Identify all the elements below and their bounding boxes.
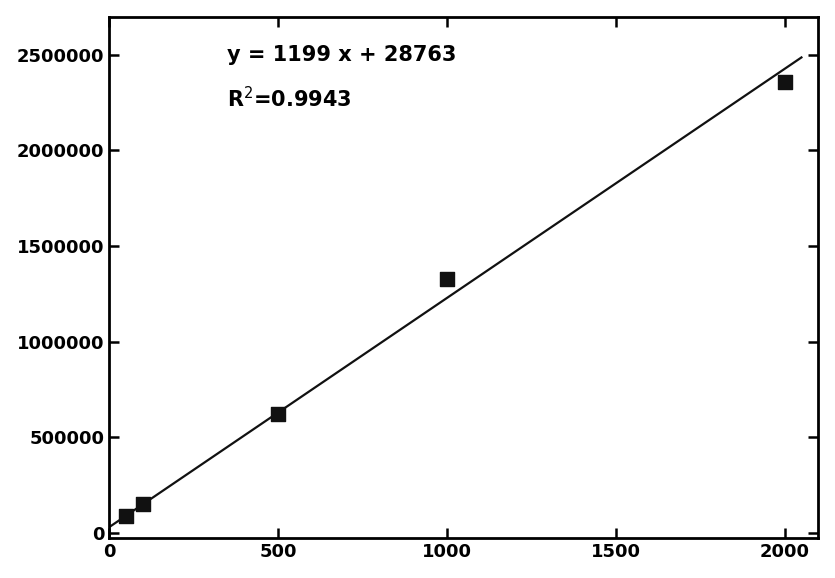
Point xyxy=(440,274,453,283)
Point xyxy=(778,77,792,86)
Point xyxy=(271,410,285,419)
Text: y = 1199 x + 28763: y = 1199 x + 28763 xyxy=(227,45,457,65)
Point xyxy=(119,511,133,520)
Point xyxy=(136,499,149,509)
Text: R$^2$=0.9943: R$^2$=0.9943 xyxy=(227,86,352,112)
